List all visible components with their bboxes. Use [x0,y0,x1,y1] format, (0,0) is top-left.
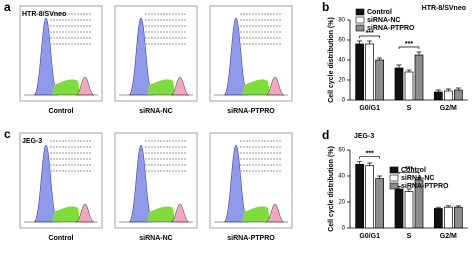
significance: *** [405,41,413,48]
x-tick-label: G0/G1 [359,233,380,240]
legend-label: siRNA-PTPRO [401,183,449,190]
error-bar [406,188,412,192]
significance: *** [405,166,413,173]
y-tick-label: 20 [338,200,345,206]
y-tick-label: 0 [342,226,346,232]
bar [443,206,453,229]
panel-letter: c [4,127,11,141]
error-bar [377,175,383,179]
chart-title: HTR-8/SVneo [422,5,466,12]
s-phase [242,79,270,95]
y-tick-label: 20 [338,78,345,84]
legend-label: siRNA-NC [367,17,400,24]
error-bar [455,87,461,90]
s-phase [52,79,80,95]
g2-peak [75,76,95,96]
error-bar [416,176,422,180]
significance-bracket [359,35,381,38]
legend-label: siRNA-NC [401,175,434,182]
error-bar [445,88,451,91]
panel-letter: d [322,128,329,142]
error-bar [435,206,441,209]
x-tick-label: G2/M [440,105,457,112]
bar [365,165,375,229]
sample-label: siRNA-NC [139,108,172,115]
y-tick-label: 40 [338,58,345,64]
error-bar [367,162,373,166]
bar [433,208,443,229]
y-tick-label: 0 [342,98,346,104]
bar [394,67,404,101]
bar [355,43,365,101]
s-phase [52,206,80,222]
significance-bracket [398,46,420,49]
bar [414,54,424,101]
sample-label: Control [49,235,74,242]
g2-peak [170,203,190,223]
s-phase [147,79,175,95]
x-tick-label: S [407,105,412,112]
bar [365,43,375,101]
x-tick-label: G0/G1 [359,105,380,112]
bar [355,163,365,229]
bar [375,59,385,101]
sample-label: siRNA-PTPRO [227,108,275,115]
significance: *** [366,30,374,37]
legend-swatch [389,174,399,182]
legend-label: Control [401,167,426,174]
significance: *** [366,151,374,158]
y-tick-label: 60 [338,148,345,154]
sample-label: siRNA-PTPRO [227,235,275,242]
legend-swatch [355,16,365,24]
bar [394,188,404,229]
error-bar [416,51,422,55]
significance-bracket [398,171,420,175]
x-tick-label: S [407,233,412,240]
bar [404,191,414,229]
bar [433,91,443,101]
y-tick-label: 80 [338,18,345,24]
error-bar [396,64,402,68]
g2-peak [75,203,95,223]
cell-line: HTR-8/SVneo [22,11,66,18]
legend-swatch [389,166,399,174]
bar [453,206,463,229]
sample-label: Control [49,108,74,115]
error-bar [406,69,412,72]
legend-label: siRNA-PTPRO [367,25,415,32]
error-bar [357,161,363,165]
g2-peak [265,203,285,223]
y-tick-label: 60 [338,38,345,44]
error-bar [357,40,363,44]
error-bar [367,40,373,44]
sample-label: siRNA-NC [139,235,172,242]
cell-line: JEG-3 [22,138,42,145]
g2-peak [170,76,190,96]
y-tick-label: 40 [338,174,345,180]
panel-letter: a [4,0,11,14]
s-phase [242,206,270,222]
significance-bracket [359,156,381,159]
legend-label: Control [367,9,392,16]
g2-peak [265,76,285,96]
panel-letter: b [322,0,329,14]
s-phase [147,206,175,222]
legend-swatch [355,8,365,16]
legend-swatch [355,24,365,32]
bar [453,89,463,101]
x-tick-label: G2/M [440,233,457,240]
y-axis-label: Cell cycle distribution (%) [328,146,335,232]
error-bar [435,89,441,92]
error-bar [445,205,451,208]
error-bar [455,205,461,208]
chart-title: JEG-3 [354,133,374,140]
bar [375,178,385,229]
y-axis-label: Cell cycle distribution (%) [328,17,335,103]
bar [404,71,414,101]
legend-swatch [389,182,399,190]
bar [443,90,453,101]
error-bar [377,57,383,60]
